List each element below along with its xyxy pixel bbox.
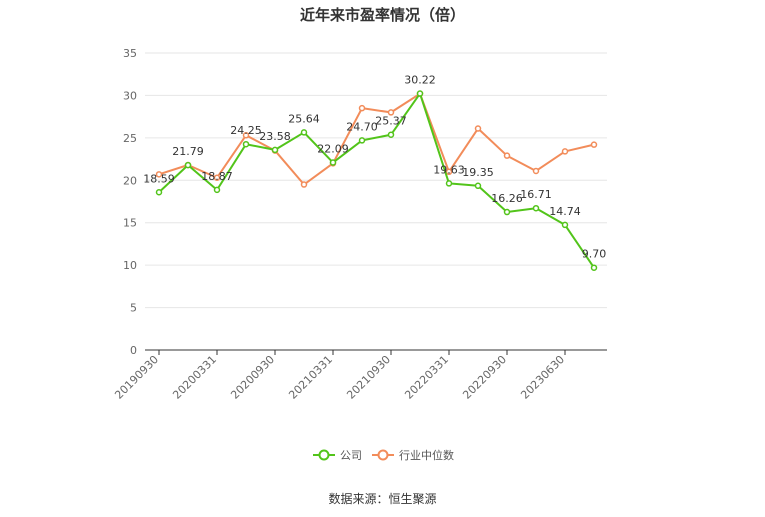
x-tick-label-20190930: 20190930 xyxy=(112,353,161,402)
company-data-label-15: 9.70 xyxy=(582,248,607,261)
company-data-label-4: 23.58 xyxy=(259,130,291,143)
industry-point-3 xyxy=(242,132,250,139)
chart-title: 近年来市盈率情况（倍） xyxy=(299,6,465,24)
company-data-label-2: 18.87 xyxy=(201,170,233,183)
legend-industry-label: 行业中位数 xyxy=(399,448,454,462)
legend-company-label: 公司 xyxy=(340,449,362,462)
company-data-label-3: 24.25 xyxy=(230,124,262,137)
company-data-label-9: 30.22 xyxy=(404,74,436,87)
company-data-label-13: 16.71 xyxy=(520,188,552,201)
legend-company-marker xyxy=(318,449,330,461)
y-tick-label-20: 20 xyxy=(123,174,137,187)
y-tick-label-15: 15 xyxy=(123,217,137,230)
company-point-10 xyxy=(445,180,453,187)
x-tick-label-20220930: 20220930 xyxy=(460,353,509,402)
company-data-label-5: 25.64 xyxy=(288,112,320,125)
industry-point-13 xyxy=(532,167,540,175)
company-data-label-12: 16.26 xyxy=(491,192,523,205)
company-data-label-11: 19.35 xyxy=(462,166,494,179)
industry-point-15 xyxy=(590,141,598,148)
company-point-1 xyxy=(184,161,192,169)
company-point-11 xyxy=(474,182,482,190)
legend-item-company[interactable]: 公司 xyxy=(313,449,362,462)
industry-point-11 xyxy=(474,125,482,132)
company-point-12 xyxy=(503,208,511,216)
company-data-label-1: 21.79 xyxy=(172,145,204,158)
series-layer xyxy=(155,90,598,271)
industry-point-7 xyxy=(358,104,366,112)
industry-point-2 xyxy=(213,174,221,181)
x-tick-label-20230630: 20230630 xyxy=(518,353,567,402)
x-tick-label-20200930: 20200930 xyxy=(228,353,277,402)
industry-point-0 xyxy=(155,171,163,178)
company-line xyxy=(158,92,595,269)
industry-point-8 xyxy=(387,109,395,116)
company-point-3 xyxy=(242,140,250,148)
company-point-6 xyxy=(329,159,337,166)
y-tick-label-25: 25 xyxy=(123,132,137,145)
y-tick-label-35: 35 xyxy=(123,47,137,60)
company-point-4 xyxy=(271,146,279,154)
legend-item-industry[interactable]: 行业中位数 xyxy=(372,448,454,462)
company-point-8 xyxy=(387,131,395,138)
legend-industry-marker xyxy=(377,449,389,461)
company-point-7 xyxy=(358,137,366,144)
data-source: 数据来源：恒生聚源 xyxy=(328,492,437,506)
industry-line xyxy=(158,92,595,186)
y-tick-label-30: 30 xyxy=(123,89,137,102)
x-tick-label-20220331: 20220331 xyxy=(402,353,451,402)
industry-point-10 xyxy=(445,168,453,176)
company-point-0 xyxy=(155,189,163,196)
industry-point-5 xyxy=(300,181,308,188)
company-point-9 xyxy=(416,90,424,97)
company-data-label-14: 14.74 xyxy=(549,205,581,218)
company-point-2 xyxy=(213,186,221,194)
company-data-label-7: 24.70 xyxy=(346,120,378,133)
x-tick-label-20210930: 20210930 xyxy=(344,353,393,402)
y-tick-label-0: 0 xyxy=(130,344,137,357)
industry-point-14 xyxy=(561,148,569,155)
y-tick-label-10: 10 xyxy=(123,259,137,272)
company-data-label-0: 18.59 xyxy=(143,172,175,185)
company-point-13 xyxy=(532,204,540,212)
company-point-5 xyxy=(300,129,308,136)
legend: 公司 行业中位数 xyxy=(313,448,454,462)
company-data-label-10: 19.63 xyxy=(433,163,465,176)
company-point-14 xyxy=(561,221,569,229)
x-tick-label-20200331: 20200331 xyxy=(170,353,219,402)
x-tick-label-20210331: 20210331 xyxy=(286,353,335,402)
industry-point-12 xyxy=(503,152,511,159)
company-point-15 xyxy=(590,264,598,271)
company-data-label-6: 22.09 xyxy=(317,143,349,156)
y-tick-label-5: 5 xyxy=(130,302,137,315)
company-data-label-8: 25.37 xyxy=(375,115,407,128)
